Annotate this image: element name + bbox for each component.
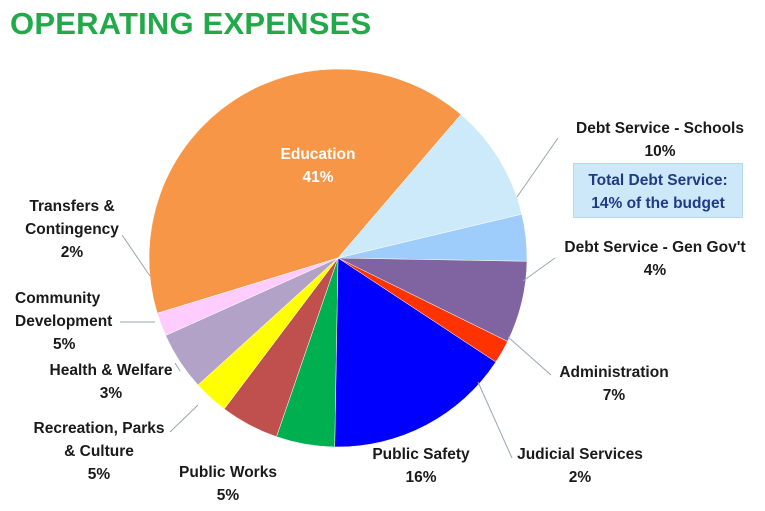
leader-line-debt-gengov: [522, 257, 556, 282]
leader-line-health: [174, 362, 181, 372]
pie-slice-debt-service-schools: [337, 114, 523, 259]
label-public-works: Public Works 5%: [179, 464, 277, 504]
label-debt-service-gen-gov: Debt Service - Gen Gov't 4%: [564, 239, 746, 279]
label-administration: Administration 7%: [559, 364, 669, 404]
label-health-welfare: Health & Welfare 3%: [49, 362, 173, 402]
leader-line-judicial: [477, 381, 513, 459]
leader-line-administration: [507, 336, 552, 376]
label-transfers-contingency: Transfers & Contingency 2%: [25, 198, 119, 261]
pie-slice-public-safety: [334, 257, 497, 448]
label-education: Education 41%: [280, 146, 356, 186]
label-judicial-services: Judicial Services 2%: [517, 446, 643, 486]
total-debt-service-note: Total Debt Service: 14% of the budget: [573, 163, 743, 218]
pie-slice-transfers-contingency: [156, 257, 339, 336]
label-public-safety: Public Safety 16%: [372, 446, 470, 486]
label-debt-service-schools: Debt Service - Schools 10%: [576, 120, 744, 160]
pie-slice-education: [148, 68, 462, 314]
chart-title: OPERATING EXPENSES: [10, 6, 372, 41]
leader-line-transfers: [121, 234, 151, 277]
label-community-development: Community Development 5%: [15, 290, 113, 353]
leader-line-debt-schools: [516, 137, 559, 198]
label-recreation-parks-culture: Recreation, Parks & Culture 5%: [33, 420, 165, 483]
leader-line-recreation: [169, 404, 199, 433]
